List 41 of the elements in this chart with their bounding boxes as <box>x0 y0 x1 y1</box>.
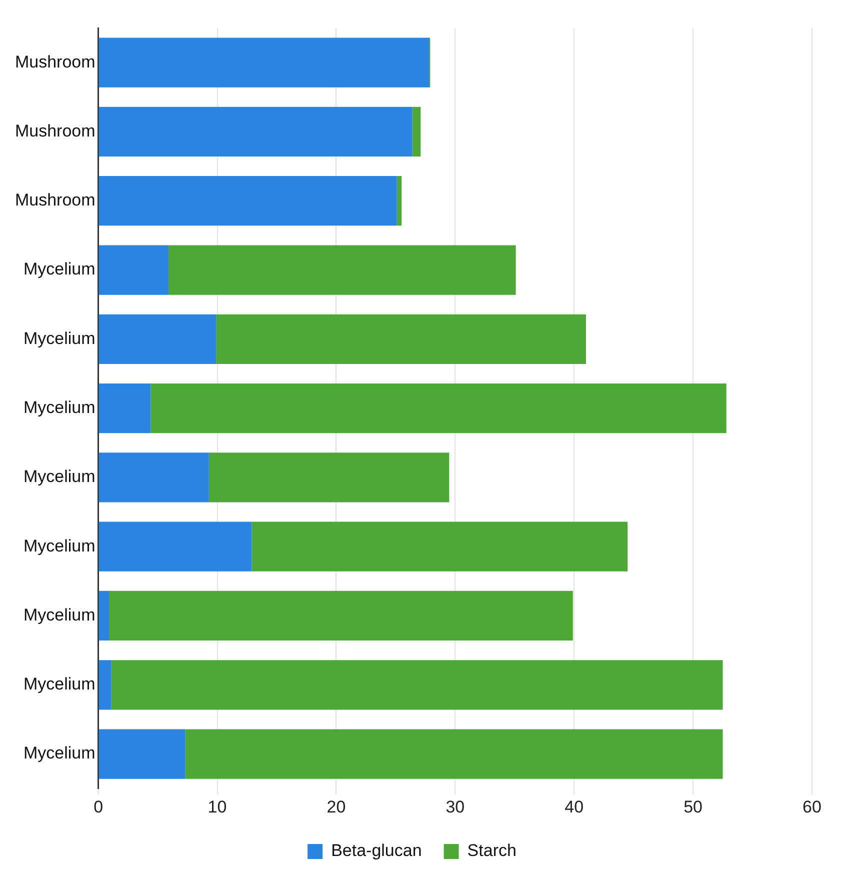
bar <box>98 383 151 434</box>
bar <box>412 106 421 157</box>
x-tick-label: 50 <box>684 797 703 816</box>
x-tick-label: 10 <box>208 797 227 816</box>
legend-label: Starch <box>467 841 516 860</box>
x-tick-label: 60 <box>802 797 822 816</box>
bar <box>109 590 573 641</box>
legend-label: Beta-glucan <box>331 841 422 860</box>
bar <box>111 660 723 710</box>
bar <box>98 38 429 88</box>
bar <box>252 522 628 572</box>
y-tick-label: Mycelium <box>24 328 96 348</box>
bar <box>98 314 216 364</box>
y-tick-label: Mycelium <box>24 605 96 624</box>
bar <box>185 729 723 779</box>
bar <box>98 729 186 779</box>
y-tick-label: Mushroom <box>14 52 96 72</box>
y-tick-label: Mushroom <box>14 121 96 140</box>
bar <box>98 522 252 572</box>
bar <box>98 452 209 502</box>
bar <box>98 245 168 295</box>
bar <box>150 383 726 434</box>
bar <box>98 176 397 226</box>
y-tick-label: Mycelium <box>24 398 96 417</box>
bar <box>98 590 110 641</box>
y-tick-label: Mycelium <box>24 744 96 763</box>
y-tick-label: Mycelium <box>24 674 96 694</box>
y-tick-label: Mushroom <box>14 190 96 210</box>
y-tick-label: Mycelium <box>24 260 96 279</box>
x-tick-label: 40 <box>564 797 584 816</box>
x-tick-label: 0 <box>94 797 104 816</box>
x-tick-label: 30 <box>446 797 465 816</box>
bar <box>98 106 412 157</box>
x-tick-label: 20 <box>326 797 346 816</box>
y-tick-label: Mycelium <box>24 467 96 486</box>
bar <box>216 314 586 364</box>
bar <box>98 660 112 710</box>
bar <box>168 245 516 295</box>
y-tick-label: Mycelium <box>24 536 96 556</box>
bar <box>208 452 450 502</box>
bar <box>396 176 402 226</box>
